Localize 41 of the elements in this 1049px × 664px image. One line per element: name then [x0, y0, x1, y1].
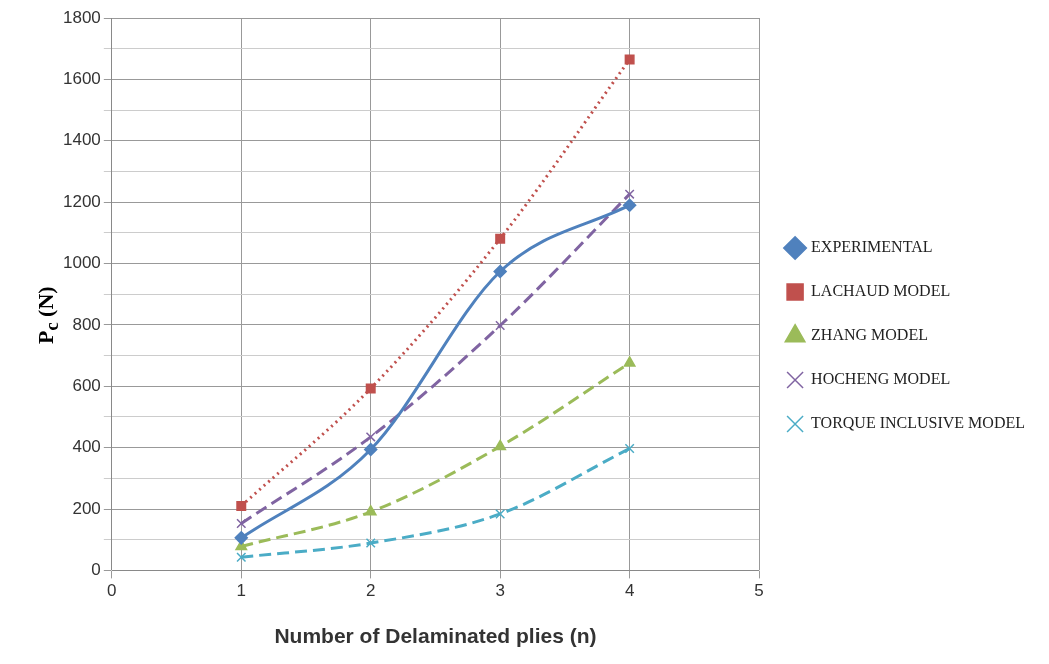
y-tick-label: 200 [72, 498, 101, 518]
point [624, 54, 635, 65]
y-tick-label: 1800 [62, 7, 101, 27]
legend-label: HOCHENG MODEL [811, 370, 951, 388]
point [493, 264, 507, 279]
point [363, 442, 378, 457]
y-tick-label: 1600 [62, 69, 101, 89]
point [622, 198, 637, 212]
point [494, 439, 507, 451]
point [365, 431, 376, 442]
point [365, 383, 376, 394]
point [234, 531, 249, 545]
point [624, 189, 635, 200]
x-tick-label: 5 [754, 581, 764, 601]
x-tick-label: 0 [107, 581, 117, 601]
legend-label: TORQUE INCLUSIVE MODEL [811, 414, 1026, 432]
point [236, 518, 247, 529]
point [236, 500, 247, 511]
point [495, 233, 506, 244]
point [365, 538, 376, 549]
x-axis-title: Number of Delaminated plies (n) [274, 624, 597, 648]
x-tick-label: 4 [624, 581, 635, 601]
y-tick-label: 600 [72, 375, 101, 395]
legend-label: LACHAUD MODEL [811, 282, 951, 300]
point [624, 443, 635, 454]
x-tick-label: 3 [495, 581, 505, 601]
point [495, 508, 506, 519]
y-tick-label: 0 [91, 560, 101, 580]
x-tick-label: 1 [236, 581, 247, 601]
y-tick-label: 400 [72, 437, 101, 457]
y-tick-label: 1200 [62, 191, 101, 211]
y-tick-label: 800 [72, 314, 101, 334]
point [364, 505, 377, 516]
legend-label: ZHANG MODEL [811, 326, 928, 344]
point [236, 552, 247, 563]
legend-label: EXPERIMENTAL [811, 238, 933, 256]
y-tick-label: 1400 [62, 130, 101, 150]
point [623, 356, 636, 367]
point [495, 320, 506, 331]
y-tick-label: 1000 [62, 253, 101, 273]
x-tick-label: 2 [365, 581, 376, 601]
